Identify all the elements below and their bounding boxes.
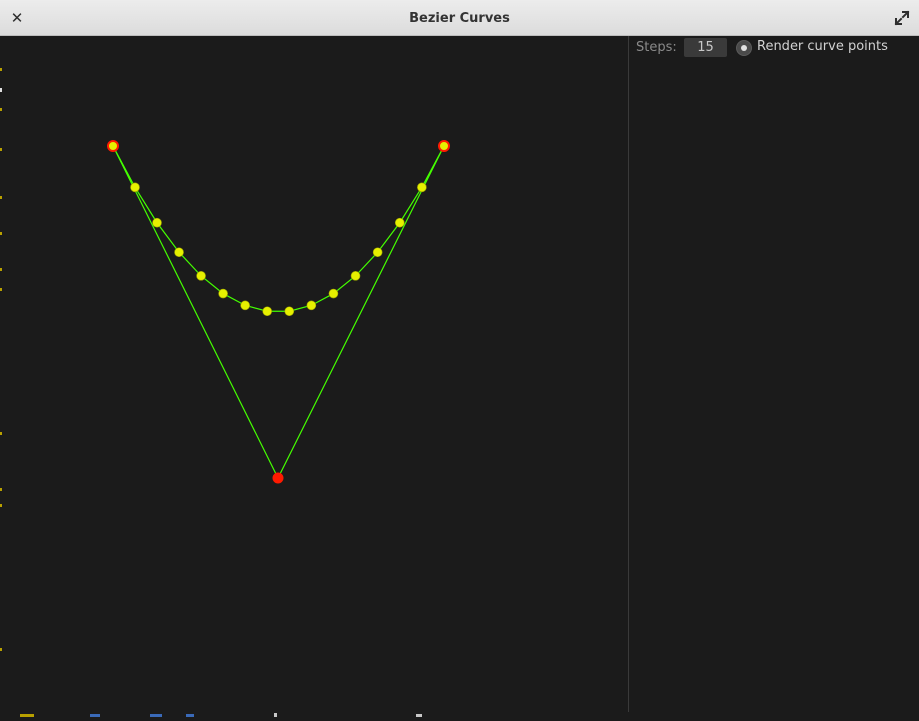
left-edge-artifacts [0,68,2,651]
bezier-curve-line [112,145,445,312]
drawing-canvas[interactable] [2,36,628,717]
title-bar[interactable]: ✕ Bezier Curves [0,0,919,36]
radio-selected-indicator [741,45,747,51]
curve-point [350,271,361,281]
curve-point [196,271,206,281]
curve-point [417,182,427,193]
render-points-radio[interactable] [736,40,752,56]
control-point [107,140,119,152]
control-point [272,472,284,484]
curve-point [372,247,383,258]
curve-point [306,300,317,311]
curve-point [284,306,295,317]
close-icon: ✕ [10,9,24,27]
window-title: Bezier Curves [409,11,510,26]
steps-input[interactable]: 15 [684,38,727,57]
curve-point [152,217,162,228]
curve-point [130,182,140,193]
curve-point [328,288,339,299]
settings-panel: Steps: 15 Render curve points [629,36,919,717]
bottom-edge-artifacts [20,713,422,717]
curve-point [262,306,273,317]
bezier-canvas-svg[interactable] [2,36,628,717]
close-button[interactable]: ✕ [8,9,26,27]
control-polygon-line [112,145,445,480]
control-point [438,140,450,152]
steps-label: Steps: [636,40,677,55]
maximize-icon[interactable] [893,9,911,27]
curve-point [218,288,228,299]
render-points-label[interactable]: Render curve points [757,39,888,54]
curve-point [240,300,250,311]
curve-point [394,217,405,228]
panel-divider [628,36,629,712]
curve-point [174,247,184,258]
